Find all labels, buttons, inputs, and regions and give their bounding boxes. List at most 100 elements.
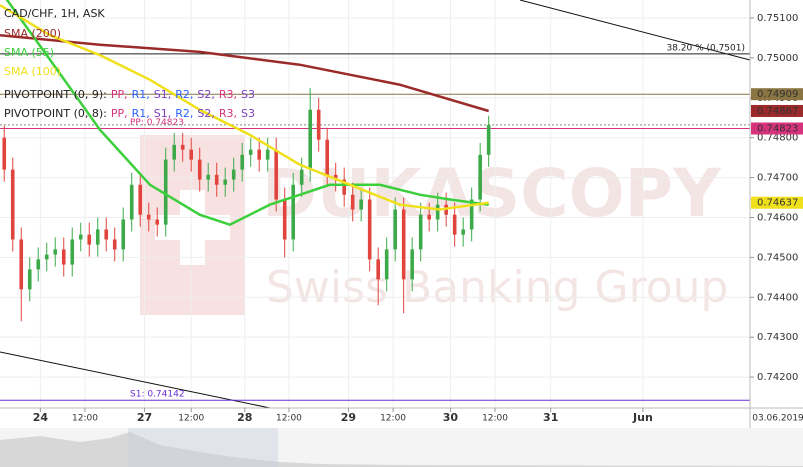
- candle-body: [78, 234, 83, 240]
- pivot-item: R1,: [132, 107, 150, 120]
- navigator-window[interactable]: [128, 428, 278, 467]
- candle-body: [367, 199, 372, 260]
- y-tick-label: 0.74400: [757, 292, 798, 303]
- x-tick-label: 12:00: [482, 414, 508, 424]
- candle-body: [274, 149, 279, 200]
- candle-body: [418, 214, 423, 250]
- x-tick-label: 12:00: [380, 414, 406, 424]
- navigator-area: [0, 432, 803, 467]
- pivot-item: S1,: [154, 107, 171, 120]
- x-tick-label: 28: [237, 411, 252, 424]
- legend: CAD/CHF, 1H, ASK SMA (200) SMA (55) SMA (1…: [4, 7, 255, 120]
- candle-body: [104, 229, 109, 240]
- candle-body: [469, 199, 474, 230]
- candle-body: [138, 184, 143, 215]
- navigator: [0, 428, 803, 467]
- pivot-item: S3: [241, 107, 255, 120]
- candle-body: [44, 254, 49, 260]
- x-tick-label: 30: [443, 411, 459, 424]
- price-tag-label: 0.74637: [757, 198, 798, 209]
- candle-body: [248, 149, 253, 155]
- candle-body: [478, 154, 482, 200]
- price-tag: [751, 104, 803, 117]
- y-tick-label: 0.74600: [757, 212, 798, 223]
- candle-body: [299, 169, 304, 185]
- candle-body: [333, 174, 338, 180]
- y-tick-label: 0.74300: [757, 332, 798, 343]
- pivot-item: S2,: [197, 88, 214, 101]
- watermark-subtext: Swiss Banking Group: [266, 262, 728, 313]
- candle-body: [95, 229, 100, 245]
- candle-body: [2, 137, 7, 170]
- trend-line: [519, 0, 750, 61]
- candle-body: [435, 204, 440, 220]
- candle-body: [206, 174, 211, 180]
- candle-body: [70, 239, 75, 265]
- pivot-item: PP,: [111, 107, 128, 120]
- candle-body: [180, 144, 185, 150]
- legend-entry: SMA (100): [4, 65, 61, 78]
- x-tick-label: 27: [137, 411, 152, 424]
- candle-body: [350, 194, 355, 210]
- candle-body: [452, 214, 457, 235]
- level-label: 38.20 % (0.7501): [666, 43, 745, 53]
- x-tick-label: 29: [341, 411, 356, 424]
- pivot-name: PIVOTPOINT (0, 9):: [4, 88, 107, 101]
- pivot-item: S2,: [197, 107, 214, 120]
- level-label: PP: 0.74823: [130, 118, 184, 128]
- date-label: 03.06.2019: [752, 414, 803, 424]
- pivot-item: PP,: [111, 88, 128, 101]
- candle-body: [155, 219, 160, 225]
- candle-body: [87, 234, 92, 245]
- price-tag-label: 0.74867: [757, 106, 798, 117]
- sma-line: [0, 4, 489, 211]
- axes: 0.751000.750000.749000.748000.747000.746…: [33, 13, 803, 424]
- candle-body: [376, 259, 380, 280]
- watermark: DUKASCOPY Swiss Banking Group: [140, 135, 728, 315]
- plot: 38.20 % (0.7501) PP: 0.74823 S1: 0.74142: [0, 0, 750, 408]
- x-tick-label: 31: [543, 411, 558, 424]
- candle-body: [189, 149, 194, 160]
- grid: [0, 0, 750, 408]
- candle-body: [325, 139, 329, 175]
- y-tick-label: 0.75000: [757, 53, 798, 64]
- pivot-name: PIVOTPOINT (0, 8):: [4, 107, 107, 120]
- candle-body: [291, 184, 296, 240]
- candle-body: [384, 249, 389, 280]
- candle-body: [282, 199, 287, 240]
- price-tag-label: 0.74823: [757, 124, 798, 135]
- y-tick-label: 0.74800: [757, 133, 798, 144]
- candle-body: [121, 219, 126, 250]
- pivot-item: R1,: [132, 88, 150, 101]
- candle-body: [461, 229, 465, 235]
- candle-body: [172, 144, 177, 160]
- level-label: S1: 0.74142: [130, 390, 185, 400]
- candle-body: [257, 149, 262, 160]
- candle-body: [19, 239, 24, 290]
- candle-body: [27, 269, 32, 290]
- y-tick-label: 0.75100: [757, 13, 798, 24]
- legend-entry: SMA (200): [4, 27, 61, 40]
- y-tick-label: 0.74700: [757, 173, 798, 184]
- candle-body: [393, 209, 397, 250]
- candle-body: [308, 109, 312, 170]
- legend-entry: PIVOTPOINT (0, 9): PP, R1, S1, R2, S2, R3, S3: [4, 88, 255, 101]
- watermark-text: DUKASCOPY: [262, 155, 722, 232]
- sma-line: [0, 33, 490, 113]
- pivot-item: R2,: [175, 88, 193, 101]
- candle-body: [163, 159, 168, 225]
- candle-body: [231, 169, 236, 180]
- candle-body: [36, 259, 41, 270]
- y-tick-label: 0.74500: [757, 252, 798, 263]
- candle-body: [214, 174, 219, 185]
- candle-body: [10, 169, 15, 240]
- legend-entry: SMA (55): [4, 46, 54, 59]
- trend-line: [0, 351, 271, 408]
- chart-title: CAD/CHF, 1H, ASK: [4, 7, 105, 20]
- x-tick-label: 12:00: [178, 414, 204, 424]
- candle-body: [342, 179, 346, 195]
- candle-body: [53, 249, 58, 255]
